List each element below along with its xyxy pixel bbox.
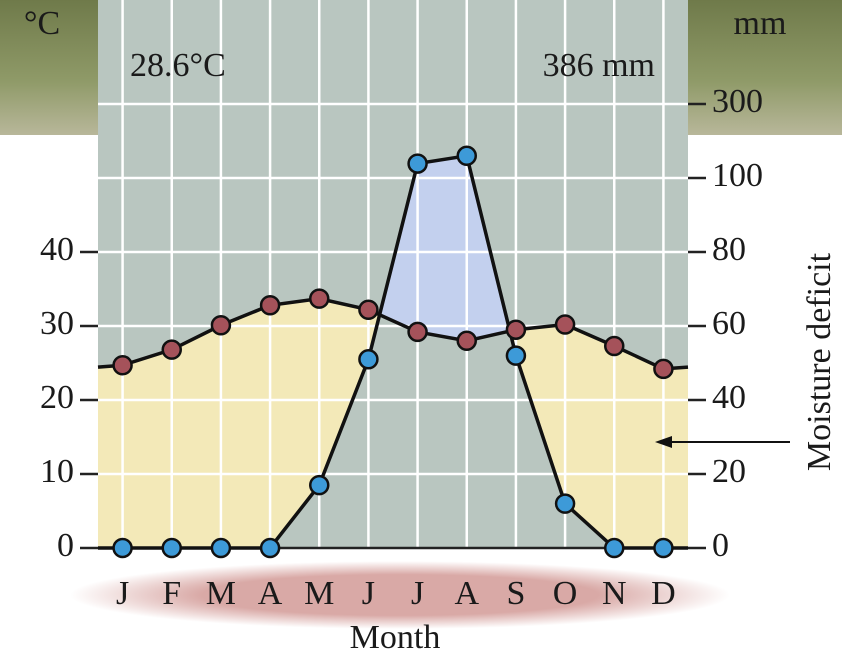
x-axis-title: Month: [350, 619, 441, 656]
y2-tick-label: 20: [712, 453, 746, 490]
mean-temperature: 28.6°C: [130, 47, 226, 84]
precip-point: [653, 537, 674, 559]
y-tick-label: 10: [40, 453, 74, 490]
x-tick-label: O: [553, 575, 578, 612]
y-axis-unit: °C: [24, 5, 60, 42]
x-tick-label: M: [206, 575, 236, 612]
temp-point: [358, 299, 379, 320]
annotation: Moisture deficit: [801, 252, 838, 471]
x-tick-label: N: [602, 575, 627, 612]
annual-precipitation: 386 mm: [543, 47, 655, 84]
y-tick-label: 40: [40, 231, 74, 268]
precip-point: [456, 145, 477, 167]
temp-point: [456, 330, 477, 352]
y-tick-label: 30: [40, 305, 74, 342]
precip-point: [554, 493, 576, 514]
precip-point: [604, 537, 625, 559]
precip-point: [309, 474, 330, 496]
precip-point: [112, 537, 133, 559]
precip-point: [259, 537, 281, 559]
temp-point: [161, 339, 182, 360]
x-tick-label: D: [651, 575, 676, 612]
precip-point: [407, 153, 428, 174]
y2-tick-label: 100: [712, 157, 763, 194]
temp-point: [112, 354, 133, 376]
arrow-head: [655, 436, 672, 448]
y2-tick-label: 80: [712, 231, 746, 268]
y2-axis-unit: mm: [734, 5, 787, 42]
x-tick-label: J: [411, 575, 424, 612]
precip-point: [358, 349, 379, 370]
y-tick-label: 20: [40, 379, 74, 416]
x-tick-label: J: [362, 575, 375, 612]
temp-point: [505, 319, 527, 340]
x-tick-label: A: [454, 575, 479, 612]
temp-point: [407, 321, 428, 343]
precip-point: [505, 345, 527, 366]
x-tick-label: F: [162, 575, 181, 612]
precip-point: [161, 537, 182, 559]
y-tick-label: 0: [57, 527, 74, 564]
temp-point: [604, 335, 625, 357]
x-tick-label: J: [116, 575, 129, 612]
x-tick-label: A: [258, 575, 283, 612]
precip-point: [210, 537, 232, 559]
temp-point: [653, 358, 674, 380]
temp-point: [259, 295, 281, 316]
temp-point: [309, 288, 330, 309]
temp-point: [210, 315, 232, 336]
y2-tick-label: 40: [712, 379, 746, 416]
y2-tick-label: 60: [712, 305, 746, 342]
month-band: [70, 561, 730, 629]
x-tick-label: S: [506, 575, 525, 612]
y2-tick-label: 300: [712, 83, 763, 120]
y2-tick-label: 0: [712, 527, 729, 564]
x-tick-label: M: [304, 575, 334, 612]
temp-point: [554, 314, 576, 335]
